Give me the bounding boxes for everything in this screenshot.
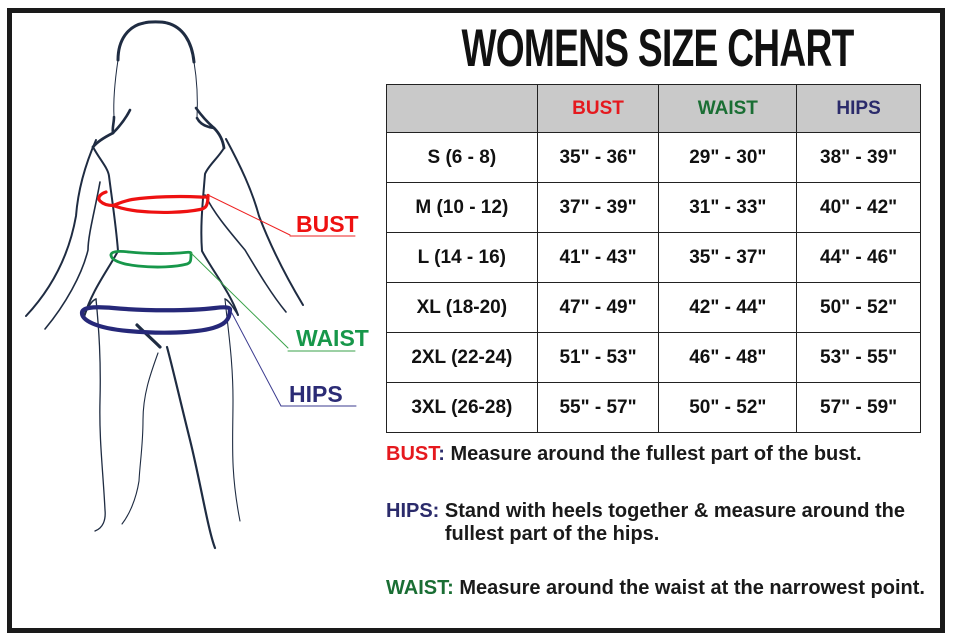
svg-text:HIPS: HIPS [289,381,343,407]
svg-text:WAIST: WAIST [296,325,369,351]
svg-text:BUST: BUST [296,211,359,237]
